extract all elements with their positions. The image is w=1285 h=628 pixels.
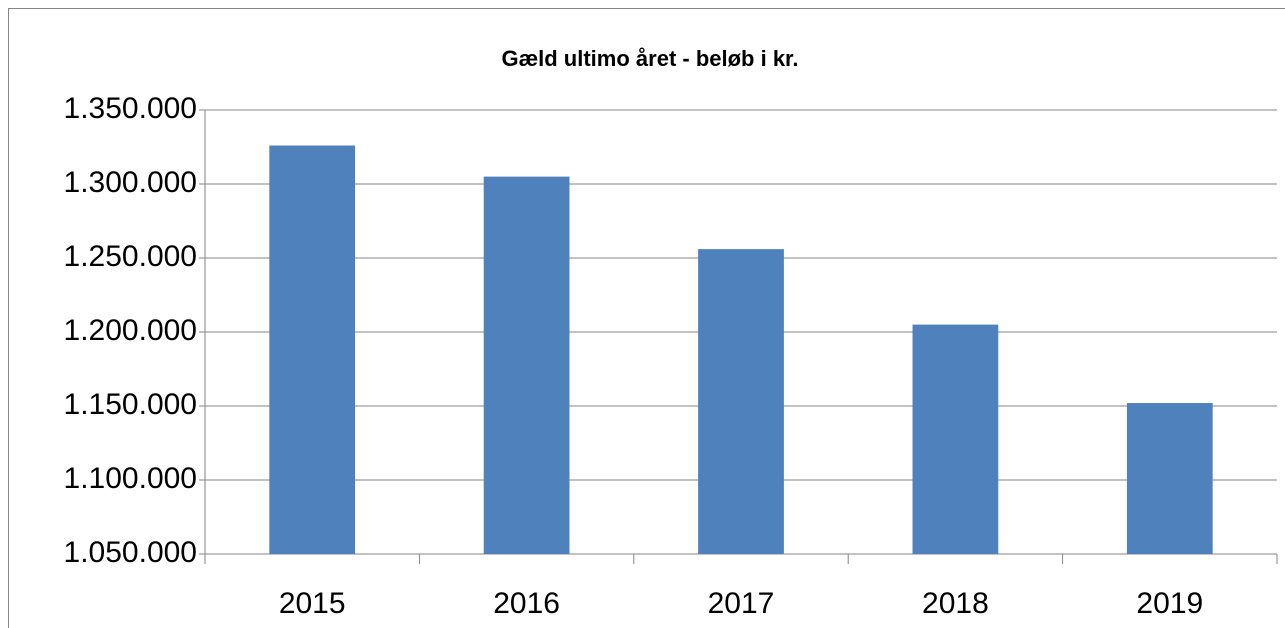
y-tick-label: 1.050.000 — [64, 536, 197, 569]
y-tick-label: 1.250.000 — [64, 240, 197, 273]
y-tick-label: 1.350.000 — [64, 92, 197, 125]
bar — [1126, 403, 1213, 554]
chart-border — [8, 8, 1285, 628]
y-tick-label: 1.300.000 — [64, 166, 197, 199]
y-tick-label: 1.200.000 — [64, 314, 197, 347]
x-tick-label: 2016 — [493, 587, 560, 620]
y-tick-label: 1.150.000 — [64, 388, 197, 421]
bar — [698, 249, 784, 554]
x-tick-label: 2017 — [708, 587, 775, 620]
x-tick-label: 2015 — [279, 587, 346, 620]
bar — [483, 176, 570, 554]
bar — [269, 145, 356, 554]
y-tick-label: 1.100.000 — [64, 462, 197, 495]
chart-title: Gæld ultimo året - beløb i kr. — [501, 46, 798, 71]
bar — [912, 324, 999, 554]
x-tick-label: 2018 — [922, 587, 989, 620]
x-tick-label: 2019 — [1136, 587, 1203, 620]
